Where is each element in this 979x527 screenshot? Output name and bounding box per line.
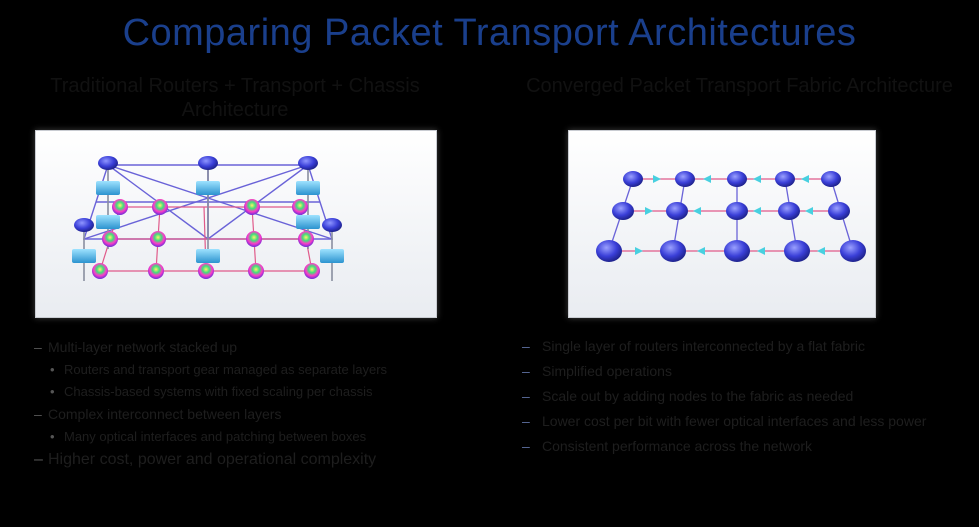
router-icon bbox=[74, 218, 94, 232]
switch-icon bbox=[72, 249, 96, 263]
list-item: Many optical interfaces and patching bet… bbox=[34, 428, 444, 445]
router-icon bbox=[821, 171, 841, 187]
optical-node-icon bbox=[92, 263, 108, 279]
switch-icon bbox=[96, 181, 120, 195]
right-column-heading: Converged Packet Transport Fabric Archit… bbox=[526, 75, 953, 97]
left-column-heading: Traditional Routers + Transport + Chassi… bbox=[50, 75, 420, 121]
list-item: Single layer of routers interconnected b… bbox=[520, 338, 960, 355]
optical-node-icon bbox=[152, 199, 168, 215]
list-item: Complex interconnect between layers bbox=[34, 406, 444, 423]
switch-icon bbox=[196, 181, 220, 195]
optical-node-icon bbox=[112, 199, 128, 215]
router-icon bbox=[775, 171, 795, 187]
optical-node-icon bbox=[198, 263, 214, 279]
router-icon bbox=[724, 240, 750, 262]
list-item: Higher cost, power and operational compl… bbox=[34, 451, 444, 468]
router-icon bbox=[778, 202, 800, 220]
router-icon bbox=[596, 240, 622, 262]
switch-icon bbox=[296, 215, 320, 229]
page-title: Comparing Packet Transport Architectures bbox=[122, 12, 857, 54]
switch-icon bbox=[196, 249, 220, 263]
fabric-architecture-diagram bbox=[568, 130, 876, 318]
optical-node-icon bbox=[150, 231, 166, 247]
transport-switches bbox=[72, 181, 344, 263]
router-icon bbox=[675, 171, 695, 187]
switch-icon bbox=[320, 249, 344, 263]
router-icon bbox=[298, 156, 318, 170]
router-icon bbox=[322, 218, 342, 232]
router-icon bbox=[726, 202, 748, 220]
router-icon bbox=[623, 171, 643, 187]
optical-node-icon bbox=[292, 199, 308, 215]
list-item: Lower cost per bit with fewer optical in… bbox=[520, 413, 960, 430]
switch-icon bbox=[96, 215, 120, 229]
optical-node-icon bbox=[248, 263, 264, 279]
switch-icon bbox=[296, 181, 320, 195]
list-item: Simplified operations bbox=[520, 363, 960, 380]
router-icon bbox=[828, 202, 850, 220]
traditional-architecture-diagram bbox=[35, 130, 437, 318]
optical-node-icon bbox=[298, 231, 314, 247]
router-icon bbox=[612, 202, 634, 220]
router-icon bbox=[784, 240, 810, 262]
router-icon bbox=[660, 240, 686, 262]
optical-node-icon bbox=[304, 263, 320, 279]
router-icon bbox=[727, 171, 747, 187]
fabric-bullet-list: Single layer of routers interconnected b… bbox=[520, 330, 960, 455]
traditional-bullet-list: Multi-layer network stacked up Routers a… bbox=[34, 333, 444, 468]
fabric-transceivers bbox=[635, 175, 825, 255]
router-icon bbox=[666, 202, 688, 220]
optical-node-icon bbox=[102, 231, 118, 247]
fabric-routers bbox=[596, 171, 866, 262]
routers bbox=[74, 156, 342, 232]
list-item: Routers and transport gear managed as se… bbox=[34, 361, 444, 378]
list-item: Chassis-based systems with fixed scaling… bbox=[34, 383, 444, 400]
router-icon bbox=[198, 156, 218, 170]
optical-nodes bbox=[92, 199, 320, 279]
optical-node-icon bbox=[148, 263, 164, 279]
router-icon bbox=[840, 240, 866, 262]
optical-node-icon bbox=[244, 199, 260, 215]
list-item: Scale out by adding nodes to the fabric … bbox=[520, 388, 960, 405]
router-icon bbox=[98, 156, 118, 170]
list-item: Multi-layer network stacked up bbox=[34, 339, 444, 356]
list-item: Consistent performance across the networ… bbox=[520, 438, 960, 455]
optical-node-icon bbox=[246, 231, 262, 247]
